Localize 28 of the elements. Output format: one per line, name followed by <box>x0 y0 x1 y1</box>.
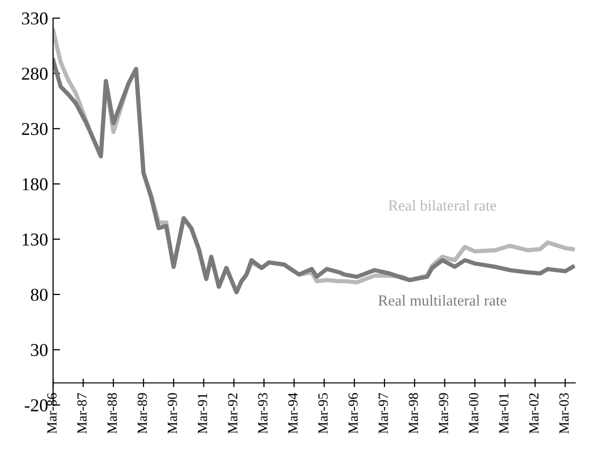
y-tick-label: 330 <box>22 12 48 25</box>
y-tick-label: 180 <box>22 178 48 190</box>
x-tick-label: Mar-98 <box>408 393 418 434</box>
x-tick-label: Mar-96 <box>348 393 358 434</box>
x-tick-label: Mar-92 <box>228 393 238 434</box>
y-tick-label: 30 <box>31 344 48 356</box>
x-tick-label: Mar-93 <box>258 393 268 434</box>
x-tick-label: Mar-94 <box>288 392 298 434</box>
y-tick-label: 230 <box>22 122 48 136</box>
x-tick-label: Mar-97 <box>378 393 388 434</box>
x-tick-label: Mar-02 <box>529 393 539 434</box>
y-tick-label: 80 <box>30 288 48 301</box>
text: Real bilateral rate <box>388 200 496 211</box>
y-tick-label: 280 <box>22 68 48 80</box>
x-tick-label: Mar-86 <box>47 393 57 434</box>
x-tick-label: Mar-90 <box>168 393 178 434</box>
y-tick-label: -20 <box>24 399 48 412</box>
x-tick-label: Mar-99 <box>438 393 448 434</box>
x-tick-label: Mar-91 <box>198 393 208 434</box>
x-tick-label: Mar-87 <box>77 393 87 434</box>
x-tick-label: Mar-03 <box>559 393 569 434</box>
x-tick-label: Mar-88 <box>107 393 117 434</box>
x-tick-label: Mar-01 <box>499 393 508 434</box>
series-label: Real multilateral rate <box>378 294 506 306</box>
y-tick-label: 130 <box>22 233 48 246</box>
x-tick-label: Mar-00 <box>468 393 478 434</box>
x-tick-label: Mar-89 <box>138 393 147 434</box>
x-tick-label: Mar-95 <box>318 393 328 434</box>
